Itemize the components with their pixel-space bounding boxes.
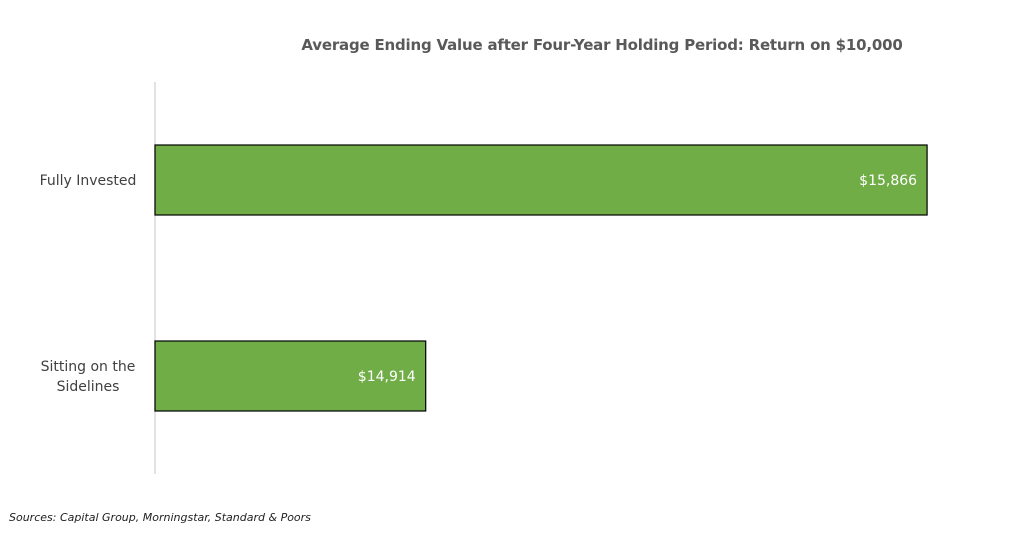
bar-0 xyxy=(154,144,928,216)
category-label-0: Fully Invested xyxy=(40,173,137,189)
bars-layer: $15,866 Fully Invested $14,914 Sitting on t… xyxy=(40,144,928,412)
category-label-line: Fully Invested xyxy=(40,173,137,189)
category-label-line: Sitting on the xyxy=(41,359,136,375)
bar-1 xyxy=(154,340,427,412)
category-label-line: Sidelines xyxy=(57,379,120,395)
chart-title: Average Ending Value after Four-Year Hol… xyxy=(301,36,903,54)
value-label-1: $14,914 xyxy=(358,369,416,385)
category-label-1: Sitting on the Sidelines xyxy=(41,359,136,395)
source-note: Sources: Capital Group, Morningstar, Sta… xyxy=(9,511,311,524)
value-label-0: $15,866 xyxy=(859,173,917,189)
